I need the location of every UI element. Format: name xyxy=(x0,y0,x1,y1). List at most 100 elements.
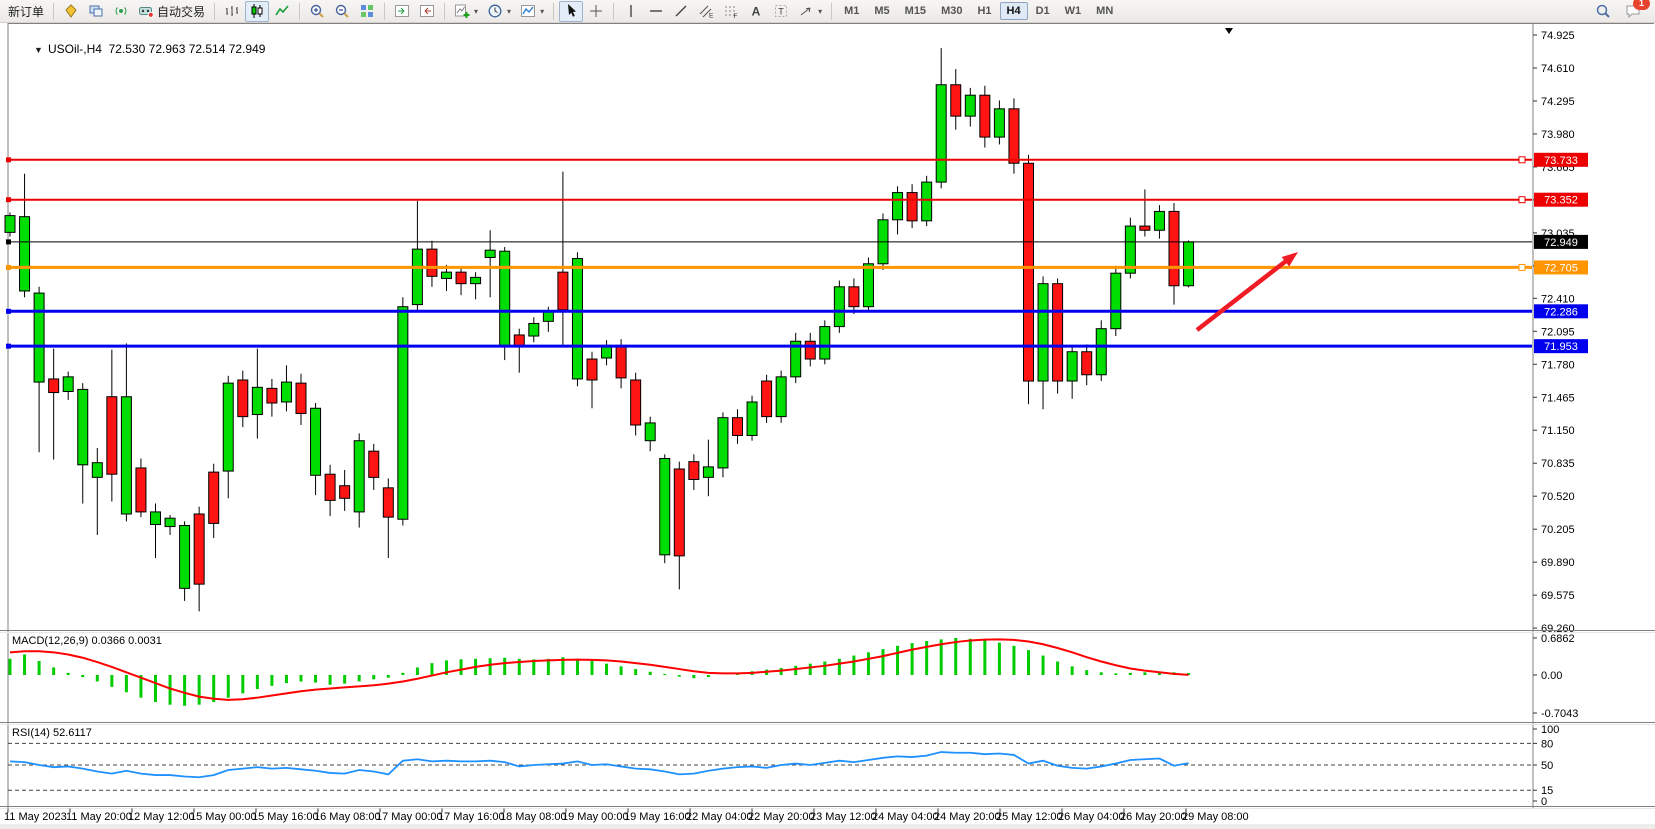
ohlc-values: 72.530 72.963 72.514 72.949 xyxy=(108,42,266,56)
price-axis[interactable]: 74.92574.61074.29573.98073.66573.35073.0… xyxy=(1533,30,1575,635)
text-label-button[interactable]: T xyxy=(769,1,793,22)
svg-text:72.095: 72.095 xyxy=(1541,326,1575,338)
toolbar-separator xyxy=(444,2,446,20)
timeframe-m15-button[interactable]: M15 xyxy=(904,5,927,17)
svg-text:70.520: 70.520 xyxy=(1541,491,1575,503)
svg-text:73.733: 73.733 xyxy=(1544,155,1578,167)
svg-text:71.465: 71.465 xyxy=(1541,392,1575,404)
cursor-button[interactable] xyxy=(559,0,584,22)
hline-73.352[interactable] xyxy=(6,196,1532,204)
new-chart-button[interactable]: ▾ xyxy=(450,1,482,22)
svg-text:12 May 12:00: 12 May 12:00 xyxy=(128,811,195,823)
candlestick-chart-button[interactable] xyxy=(245,0,270,22)
hline-72.286[interactable] xyxy=(6,308,1532,314)
svg-text:29 May 08:00: 29 May 08:00 xyxy=(1182,811,1249,823)
zoom-in-button[interactable] xyxy=(305,1,329,22)
chart-shift-button[interactable] xyxy=(415,1,439,22)
timeframe-m5-button[interactable]: M5 xyxy=(874,5,890,17)
crosshair-button[interactable] xyxy=(584,1,608,22)
svg-text:72.949: 72.949 xyxy=(1544,237,1578,249)
svg-text:18 May 08:00: 18 May 08:00 xyxy=(500,811,567,823)
svg-text:100: 100 xyxy=(1541,724,1559,736)
svg-text:-0.7043: -0.7043 xyxy=(1541,708,1578,720)
signals-icon[interactable] xyxy=(109,1,133,22)
timeframe-h4-button[interactable]: H4 xyxy=(999,2,1028,20)
timeframe-h1-button[interactable]: H1 xyxy=(977,5,992,17)
chevron-down-icon[interactable]: ▾ xyxy=(540,6,545,16)
svg-text:22 May 04:00: 22 May 04:00 xyxy=(686,811,753,823)
hline-71.953[interactable] xyxy=(6,343,1532,349)
svg-text:19 May 16:00: 19 May 16:00 xyxy=(624,811,691,823)
price-label-73.733: 73.733 xyxy=(1534,152,1588,167)
macd-signal-line xyxy=(9,638,1189,701)
chevron-down-icon[interactable]: ▾ xyxy=(507,6,512,16)
fibonacci-button[interactable]: F xyxy=(719,1,743,22)
terminal-icon[interactable] xyxy=(84,1,108,22)
horizontal-line-button[interactable] xyxy=(644,1,668,22)
svg-text:15 May 00:00: 15 May 00:00 xyxy=(190,811,257,823)
chevron-down-icon[interactable]: ▾ xyxy=(474,6,479,16)
svg-text:74.295: 74.295 xyxy=(1541,96,1575,108)
chart-window: 74.92574.61074.29573.98073.66573.35073.0… xyxy=(0,23,1655,829)
timeframe-w1-button[interactable]: W1 xyxy=(1064,5,1082,17)
chart-shift-marker-icon[interactable] xyxy=(1225,28,1233,34)
line-chart-button[interactable] xyxy=(270,1,294,22)
svg-text:17 May 00:00: 17 May 00:00 xyxy=(376,811,443,823)
new-order-button[interactable]: 新订单 xyxy=(8,4,45,19)
tile-windows-button[interactable] xyxy=(355,1,379,22)
svg-text:24 May 04:00: 24 May 04:00 xyxy=(872,811,939,823)
channel-button[interactable]: E xyxy=(694,1,718,22)
toolbar-separator xyxy=(214,2,216,20)
toolbar-separator xyxy=(831,2,833,20)
timeframe-d1-button[interactable]: D1 xyxy=(1035,5,1050,17)
svg-text:17 May 16:00: 17 May 16:00 xyxy=(438,811,505,823)
toolbar-separator xyxy=(53,2,55,20)
arrows-button[interactable]: ▾ xyxy=(794,1,826,22)
hline-72.705[interactable] xyxy=(6,263,1532,271)
notifications-icon[interactable]: 1 xyxy=(1621,0,1650,22)
price-label-72.705: 72.705 xyxy=(1534,260,1588,275)
trendline-button[interactable] xyxy=(669,1,693,22)
price-label-72.949: 72.949 xyxy=(1534,234,1588,249)
market-watch-icon[interactable] xyxy=(59,1,83,22)
chart-dropdown-icon[interactable]: ▼ xyxy=(34,45,43,55)
chart-title: ▼ USOil-,H4 72.530 72.963 72.514 72.949 xyxy=(14,28,265,70)
rsi-indicator-title: RSI(14) 52.6117 xyxy=(12,727,92,739)
toolbar-separator xyxy=(384,2,386,20)
svg-text:72.410: 72.410 xyxy=(1541,293,1575,305)
hline-72.949[interactable] xyxy=(6,239,1532,245)
timeframe-m30-button[interactable]: M30 xyxy=(941,5,963,17)
svg-text:71.953: 71.953 xyxy=(1544,341,1578,353)
svg-text:24 May 20:00: 24 May 20:00 xyxy=(934,811,1001,823)
search-icon[interactable] xyxy=(1591,1,1615,22)
macd-pane: 0.6862 0.00 -0.7043 xyxy=(8,633,1578,720)
price-label-73.352: 73.352 xyxy=(1534,192,1588,207)
chart-canvas[interactable]: 74.92574.61074.29573.98073.66573.35073.0… xyxy=(0,23,1655,829)
svg-text:15: 15 xyxy=(1541,785,1553,797)
svg-text:69.890: 69.890 xyxy=(1541,557,1575,569)
svg-text:70.205: 70.205 xyxy=(1541,524,1575,536)
svg-text:0.6862: 0.6862 xyxy=(1541,633,1575,645)
svg-text:T: T xyxy=(778,7,784,17)
zoom-out-button[interactable] xyxy=(330,1,354,22)
hline-73.733[interactable] xyxy=(6,156,1532,164)
indicators-button[interactable]: ▾ xyxy=(516,1,548,22)
timeframe-mn-button[interactable]: MN xyxy=(1096,5,1114,17)
chevron-down-icon[interactable]: ▾ xyxy=(818,6,823,16)
trend-arrow-annotation[interactable] xyxy=(1195,252,1298,332)
profiles-button[interactable]: ▾ xyxy=(483,1,515,22)
toolbar-separator xyxy=(613,2,615,20)
svg-text:25 May 12:00: 25 May 12:00 xyxy=(996,811,1063,823)
rsi-pane: 100 80 50 150 xyxy=(8,724,1559,808)
timeframe-m1-button[interactable]: M1 xyxy=(844,5,860,17)
bar-chart-button[interactable] xyxy=(220,1,244,22)
auto-scroll-button[interactable] xyxy=(390,1,414,22)
vertical-line-button[interactable] xyxy=(619,1,643,22)
auto-trading-button[interactable]: 自动交易 xyxy=(134,1,209,22)
svg-text:A: A xyxy=(752,5,761,19)
text-button[interactable]: A xyxy=(744,1,768,22)
symbol-period-label: USOil-,H4 xyxy=(47,42,102,56)
price-label-71.953: 71.953 xyxy=(1534,339,1588,354)
svg-text:22 May 20:00: 22 May 20:00 xyxy=(748,811,815,823)
